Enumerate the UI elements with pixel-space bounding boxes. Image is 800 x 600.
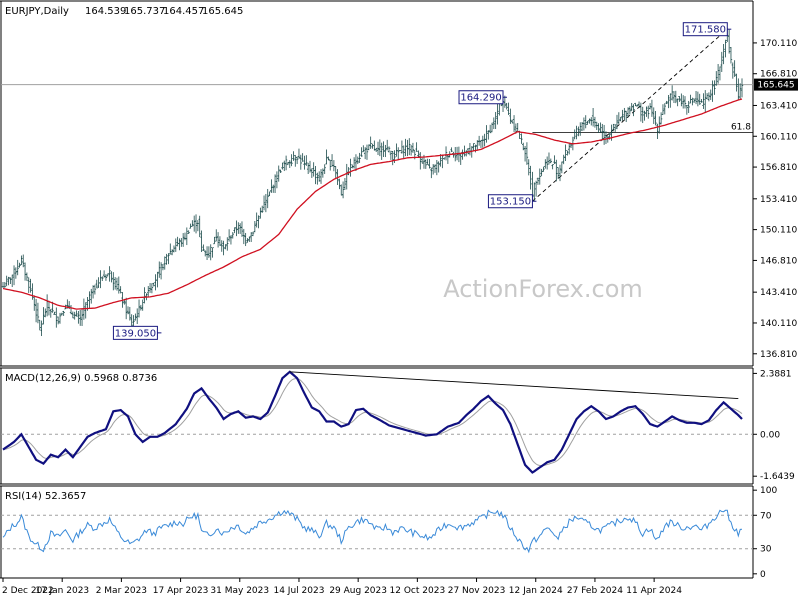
rsi-panel: RSI(14) 52.3657 100 70 30 0 bbox=[0, 485, 777, 580]
swing-label: 171.580 bbox=[685, 25, 726, 36]
rsi-tick-label: 0 bbox=[760, 570, 766, 580]
price-tick-label: 166.810 bbox=[760, 70, 797, 80]
time-tick-label: 27 Nov 2023 bbox=[448, 586, 506, 596]
price-tick-label: 140.110 bbox=[760, 319, 797, 329]
price-tick-label: 143.410 bbox=[760, 288, 797, 298]
fib-level-label: 61.8 bbox=[731, 123, 751, 133]
time-tick-label: 17 Jan 2023 bbox=[35, 586, 89, 596]
price-tick-label: 160.110 bbox=[760, 132, 797, 142]
price-title: EURJPY,Daily bbox=[5, 6, 69, 17]
channel-line bbox=[532, 28, 728, 202]
current-price-marker bbox=[754, 78, 798, 91]
macd-title: MACD(12,26,9) 0.5968 0.8736 bbox=[5, 373, 157, 384]
macd-line bbox=[2, 370, 743, 474]
price-tick-label: 150.110 bbox=[760, 226, 797, 236]
swing-label: 139.050 bbox=[115, 328, 156, 339]
swing-label: 153.150 bbox=[490, 197, 531, 208]
swing-labels: 171.580 164.290 153.150 139.050 bbox=[112, 22, 732, 340]
price-tick-label: 136.810 bbox=[760, 350, 797, 360]
macd-panel: MACD(12,26,9) 0.5968 0.8736 2.3881 0.00 -1… bbox=[0, 367, 795, 485]
macd-axis: 2.3881 0.00 -1.6439 bbox=[753, 369, 795, 482]
price-tick-label: 156.810 bbox=[760, 163, 797, 173]
moving-average-line bbox=[2, 98, 743, 310]
rsi-tick-label: 100 bbox=[760, 486, 777, 496]
rsi-tick-label: 30 bbox=[760, 545, 772, 555]
ohlc-low: 164.457 bbox=[163, 6, 204, 17]
watermark: ActionForex.com bbox=[443, 275, 643, 303]
price-tick-label: 153.410 bbox=[760, 195, 797, 205]
rsi-title: RSI(14) 52.3657 bbox=[5, 491, 86, 502]
macd-tick-label: -1.6439 bbox=[760, 472, 795, 482]
price-tick-label: 146.810 bbox=[760, 256, 797, 266]
macd-tick-label: 2.3881 bbox=[760, 369, 792, 379]
time-tick-label: 11 Apr 2024 bbox=[626, 586, 682, 596]
time-tick-label: 2 Dec 2022 bbox=[2, 586, 54, 596]
price-tick-label: 170.110 bbox=[760, 39, 797, 49]
rsi-axis: 100 70 30 0 bbox=[753, 486, 777, 580]
price-tick-label: 163.410 bbox=[760, 101, 797, 111]
ohlc-high: 165.737 bbox=[124, 6, 165, 17]
time-tick-label: 29 Aug 2023 bbox=[329, 586, 387, 596]
ohlc-close: 165.645 bbox=[202, 6, 243, 17]
time-tick-label: 12 Oct 2023 bbox=[390, 586, 446, 596]
rsi-line bbox=[2, 509, 743, 554]
macd-tick-label: 0.00 bbox=[760, 430, 780, 440]
swing-label: 164.290 bbox=[460, 93, 501, 104]
current-price-value: 165.645 bbox=[757, 81, 794, 91]
price-axis: 136.810 140.110 143.410 146.810 150.110 153.4… bbox=[753, 39, 797, 360]
ohlc-readout: 164.539 165.737 164.457 165.645 bbox=[85, 6, 243, 17]
time-tick-label: 12 Jan 2024 bbox=[509, 586, 563, 596]
time-tick-label: 27 Feb 2024 bbox=[567, 586, 623, 596]
time-tick-label: 14 Jul 2023 bbox=[273, 586, 324, 596]
price-bars bbox=[1, 27, 744, 337]
macd-signal-line bbox=[2, 377, 743, 467]
macd-trend-line bbox=[289, 371, 739, 400]
time-tick-label: 17 Apr 2023 bbox=[153, 586, 209, 596]
ohlc-open: 164.539 bbox=[85, 6, 126, 17]
price-panel: 61.8 171.580 164.290 153.150 139.050 EURJPY… bbox=[0, 0, 798, 367]
time-tick-label: 31 May 2023 bbox=[210, 586, 269, 596]
rsi-tick-label: 70 bbox=[760, 511, 772, 521]
time-tick-label: 2 Mar 2023 bbox=[96, 586, 147, 596]
